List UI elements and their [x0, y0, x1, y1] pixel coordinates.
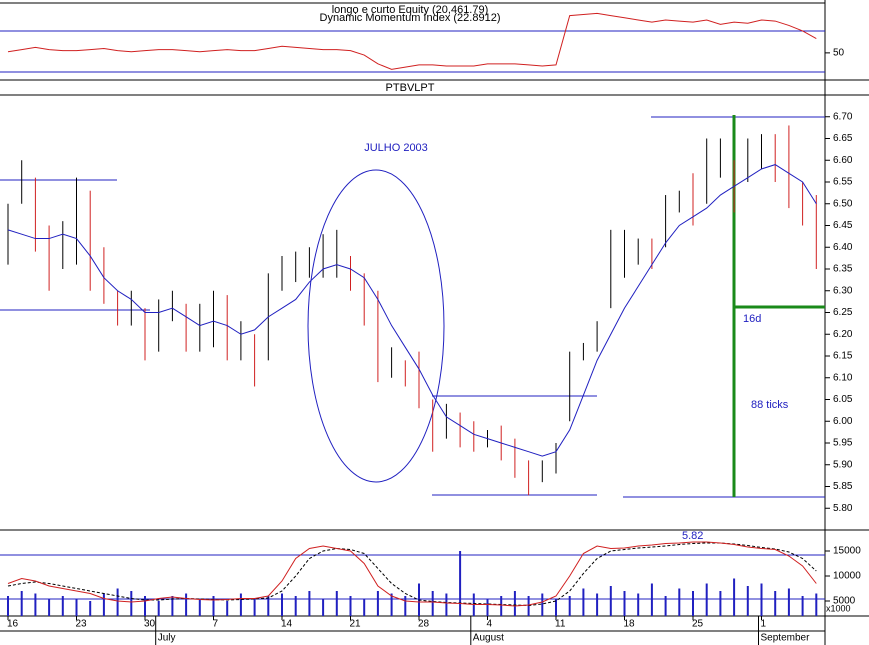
- y-tick-label: 6.15: [833, 351, 853, 362]
- y-tick-label: 6.05: [833, 394, 853, 405]
- unit-label: x1000: [826, 603, 851, 613]
- annotation: JULHO 2003: [364, 142, 428, 154]
- y-tick-label: 5.80: [833, 503, 853, 514]
- x-tick-label: 7: [213, 619, 219, 630]
- y-tick-label: 6.40: [833, 242, 853, 253]
- y-tick-label: 6.45: [833, 220, 853, 231]
- y-tick-label: 15000: [833, 546, 861, 557]
- month-label: September: [761, 633, 811, 644]
- series-line: [7, 542, 817, 607]
- month-label: July: [158, 633, 176, 644]
- x-tick-label: 18: [624, 619, 636, 630]
- x-tick-label: 11: [555, 619, 566, 630]
- y-tick-label: 5000: [833, 596, 856, 607]
- x-tick-label: 21: [350, 619, 362, 630]
- y-tick-label: 10000: [833, 571, 861, 582]
- y-tick-label: 6.35: [833, 264, 853, 275]
- month-label: August: [473, 633, 504, 644]
- y-tick-label: 6.20: [833, 329, 853, 340]
- y-tick-label: 6.55: [833, 177, 853, 188]
- y-tick-label: 5.95: [833, 438, 853, 449]
- y-tick-label: 6.10: [833, 372, 853, 383]
- series-line: [7, 12, 817, 70]
- x-tick-label: 28: [418, 619, 430, 630]
- x-tick-label: 16: [7, 619, 19, 630]
- x-tick-label: 25: [692, 619, 704, 630]
- panel-title: longo e curto Equity (20,461.79): [332, 4, 489, 16]
- y-tick-label: 5.85: [833, 481, 853, 492]
- y-tick-label: 5.90: [833, 459, 853, 470]
- y-tick-label: 50: [833, 48, 845, 59]
- y-tick-label: 6.00: [833, 416, 853, 427]
- series-line: [7, 164, 817, 457]
- highlight-ellipse: [307, 169, 445, 483]
- y-tick-label: 6.70: [833, 111, 853, 122]
- value-label: 5.82: [682, 530, 703, 542]
- annotation: 16d: [743, 313, 761, 325]
- x-tick-label: 4: [487, 619, 493, 630]
- panel-title: Dynamic Momentum Index (22.8912): [320, 12, 501, 24]
- x-tick-label: 23: [76, 619, 88, 630]
- panel-title: PTBVLPT: [386, 82, 435, 94]
- y-tick-label: 6.30: [833, 285, 853, 296]
- y-tick-label: 6.25: [833, 307, 853, 318]
- x-tick-label: 14: [281, 619, 293, 630]
- x-tick-label: 30: [144, 619, 156, 630]
- annotation: 88 ticks: [751, 399, 789, 411]
- y-tick-label: 6.60: [833, 155, 853, 166]
- y-tick-label: 6.50: [833, 198, 853, 209]
- series-line: [7, 541, 817, 607]
- x-tick-label: 1: [761, 619, 767, 630]
- y-tick-label: 6.65: [833, 133, 853, 144]
